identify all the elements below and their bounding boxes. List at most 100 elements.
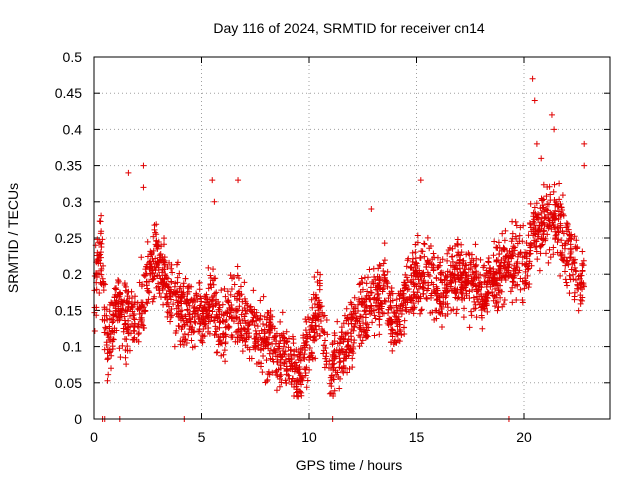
x-axis-label: GPS time / hours xyxy=(296,457,403,473)
data-point xyxy=(551,210,558,217)
data-point xyxy=(168,265,175,272)
data-point xyxy=(197,337,204,344)
data-point xyxy=(347,330,354,337)
data-point xyxy=(317,303,324,310)
data-point xyxy=(522,277,529,284)
data-point xyxy=(285,344,292,351)
data-point xyxy=(373,302,380,309)
data-point xyxy=(559,228,566,235)
data-point xyxy=(182,336,189,343)
data-point xyxy=(177,283,184,290)
data-point xyxy=(449,245,456,252)
data-point xyxy=(506,248,513,255)
data-point xyxy=(471,298,478,305)
data-point xyxy=(466,288,473,295)
data-point xyxy=(439,310,446,317)
data-point xyxy=(150,258,157,265)
data-point xyxy=(270,358,277,365)
data-point xyxy=(474,296,481,303)
data-point xyxy=(366,307,373,314)
data-point xyxy=(191,304,198,311)
data-point xyxy=(546,246,553,253)
data-point xyxy=(426,272,433,279)
data-point xyxy=(411,304,418,311)
data-point xyxy=(530,209,537,216)
data-point xyxy=(360,320,367,327)
outlier-point xyxy=(529,75,536,82)
data-point xyxy=(161,283,168,290)
data-point xyxy=(424,257,431,264)
data-point xyxy=(289,362,296,369)
outlier-point xyxy=(538,155,545,162)
data-point xyxy=(525,284,532,291)
data-point xyxy=(514,281,521,288)
data-point xyxy=(501,237,508,244)
data-point xyxy=(229,334,236,341)
data-point xyxy=(502,273,509,280)
data-point xyxy=(294,393,301,400)
data-point xyxy=(130,312,137,319)
data-point xyxy=(257,334,264,341)
data-point xyxy=(537,205,544,212)
data-point xyxy=(111,325,118,332)
data-point xyxy=(538,209,545,216)
data-point xyxy=(123,361,130,368)
data-point xyxy=(546,217,553,224)
data-point xyxy=(186,315,193,322)
data-point xyxy=(356,281,363,288)
data-point xyxy=(461,265,468,272)
data-point xyxy=(573,237,580,244)
data-point xyxy=(444,257,451,264)
data-point xyxy=(374,291,381,298)
data-point xyxy=(494,280,501,287)
data-point xyxy=(340,320,347,327)
data-point xyxy=(324,331,331,338)
data-point xyxy=(131,336,138,343)
data-point xyxy=(311,337,318,344)
data-point xyxy=(218,287,225,294)
data-point xyxy=(222,324,229,331)
data-point xyxy=(421,253,428,260)
data-point xyxy=(490,252,497,259)
data-point xyxy=(477,291,484,298)
data-point xyxy=(484,308,491,315)
data-point xyxy=(178,307,185,314)
data-point xyxy=(199,308,206,315)
data-point xyxy=(203,296,210,303)
data-point xyxy=(412,241,419,248)
data-point xyxy=(283,328,290,335)
data-point xyxy=(311,274,318,281)
data-point xyxy=(170,301,177,308)
data-point xyxy=(523,239,530,246)
data-point xyxy=(247,303,254,310)
data-point xyxy=(287,363,294,370)
data-point xyxy=(98,244,105,251)
data-point xyxy=(550,244,557,251)
data-point xyxy=(343,305,350,312)
outlier-point xyxy=(581,162,588,169)
data-point xyxy=(153,221,160,228)
data-point xyxy=(482,273,489,280)
data-point xyxy=(207,281,214,288)
data-point xyxy=(442,294,449,301)
y-tick-label: 0 xyxy=(74,411,82,427)
data-point xyxy=(166,309,173,316)
data-point xyxy=(498,263,505,270)
data-point xyxy=(468,312,475,319)
data-point xyxy=(483,294,490,301)
data-point xyxy=(477,271,484,278)
data-point xyxy=(438,305,445,312)
data-point xyxy=(104,331,111,338)
data-point xyxy=(131,310,138,317)
data-point xyxy=(201,293,208,300)
data-point xyxy=(308,296,315,303)
data-point xyxy=(298,389,305,396)
data-point xyxy=(260,293,267,300)
data-point xyxy=(241,279,248,286)
data-point xyxy=(566,272,573,279)
data-point xyxy=(558,237,565,244)
data-point xyxy=(368,289,375,296)
data-point xyxy=(457,287,464,294)
grid-lines xyxy=(94,57,610,419)
data-point xyxy=(358,275,365,282)
